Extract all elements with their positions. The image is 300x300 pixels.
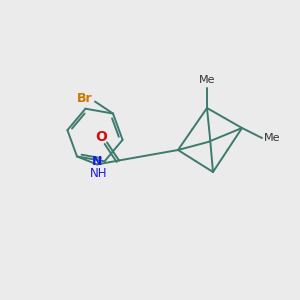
Text: N: N [92, 155, 102, 168]
Text: Me: Me [264, 133, 280, 143]
Text: O: O [95, 130, 107, 144]
Text: Br: Br [77, 92, 93, 105]
Text: Me: Me [199, 75, 215, 85]
Text: NH: NH [90, 167, 108, 180]
